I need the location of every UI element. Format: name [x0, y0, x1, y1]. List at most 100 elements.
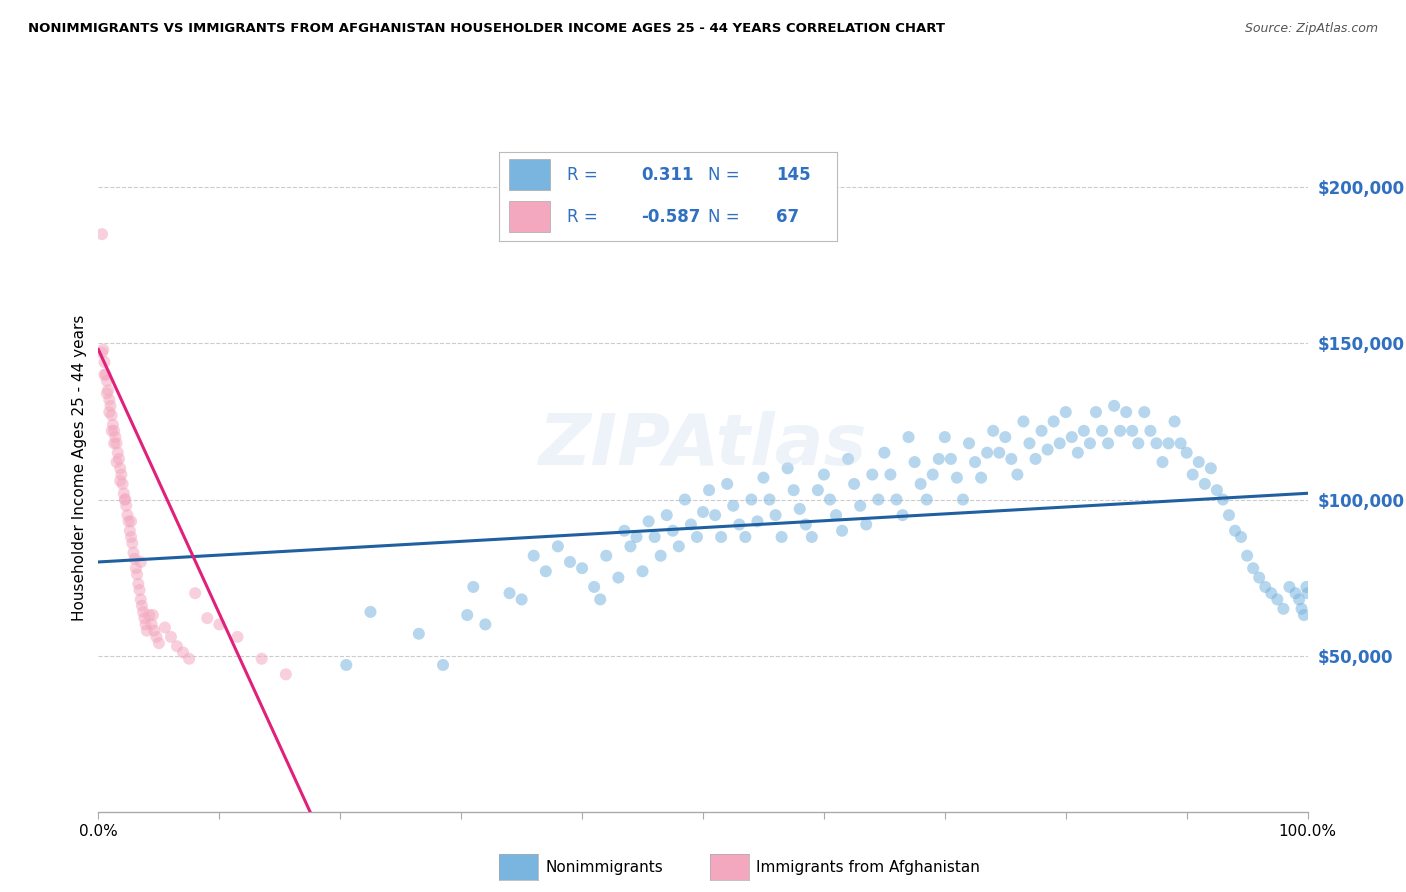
Point — [583, 580, 606, 594]
Point — [897, 430, 920, 444]
Point — [105, 455, 128, 469]
Point — [770, 530, 793, 544]
Text: R =: R = — [567, 166, 603, 184]
Point — [134, 611, 156, 625]
Point — [98, 405, 121, 419]
Y-axis label: Householder Income Ages 25 - 44 years: Householder Income Ages 25 - 44 years — [72, 315, 87, 622]
Point — [1128, 436, 1150, 450]
Point — [976, 445, 998, 460]
Point — [1188, 455, 1211, 469]
Point — [96, 374, 118, 388]
Point — [1260, 586, 1282, 600]
Point — [107, 445, 129, 460]
Point — [794, 517, 817, 532]
Point — [837, 451, 859, 466]
Point — [994, 430, 1017, 444]
Point — [93, 355, 115, 369]
Point — [921, 467, 943, 482]
Point — [558, 555, 581, 569]
Point — [132, 605, 155, 619]
Point — [1230, 530, 1253, 544]
Point — [782, 483, 804, 498]
Point — [740, 492, 762, 507]
Point — [758, 492, 780, 507]
Point — [1284, 586, 1306, 600]
Point — [571, 561, 593, 575]
Point — [1157, 436, 1180, 450]
Point — [510, 592, 533, 607]
Point — [120, 514, 142, 528]
Point — [965, 455, 987, 469]
Point — [498, 586, 520, 600]
Point — [752, 470, 775, 484]
Point — [1042, 414, 1064, 429]
Point — [208, 617, 231, 632]
Point — [692, 505, 714, 519]
Text: NONIMMIGRANTS VS IMMIGRANTS FROM AFGHANISTAN HOUSEHOLDER INCOME AGES 25 - 44 YEA: NONIMMIGRANTS VS IMMIGRANTS FROM AFGHANI… — [28, 22, 945, 36]
Point — [1212, 492, 1234, 507]
Point — [1115, 405, 1137, 419]
Point — [939, 451, 962, 466]
Point — [177, 651, 201, 665]
Point — [952, 492, 974, 507]
Point — [789, 501, 811, 516]
Point — [166, 639, 188, 653]
Point — [650, 549, 672, 563]
Point — [100, 409, 122, 423]
Point — [131, 599, 153, 613]
Point — [1291, 601, 1313, 615]
Point — [825, 508, 848, 523]
Point — [934, 430, 956, 444]
Point — [679, 517, 702, 532]
Point — [114, 492, 136, 507]
Point — [1163, 414, 1185, 429]
Point — [103, 436, 125, 450]
Point — [108, 461, 131, 475]
Point — [818, 492, 841, 507]
Point — [117, 508, 139, 523]
Point — [118, 524, 141, 538]
Point — [1272, 601, 1295, 615]
Point — [1109, 424, 1132, 438]
Point — [91, 227, 114, 241]
Point — [1007, 467, 1029, 482]
Point — [1152, 455, 1174, 469]
Point — [91, 343, 114, 357]
Point — [1295, 580, 1317, 594]
Point — [125, 561, 148, 575]
Point — [1139, 424, 1161, 438]
Point — [1181, 467, 1204, 482]
Point — [124, 551, 146, 566]
Point — [723, 499, 745, 513]
Point — [1018, 436, 1040, 450]
Point — [143, 624, 166, 638]
Point — [1218, 508, 1240, 523]
Point — [1054, 405, 1077, 419]
Point — [915, 492, 938, 507]
Point — [172, 646, 194, 660]
Point — [728, 517, 751, 532]
Point — [114, 492, 136, 507]
Point — [115, 499, 138, 513]
Point — [928, 451, 950, 466]
Text: Immigrants from Afghanistan: Immigrants from Afghanistan — [756, 860, 980, 874]
Point — [981, 424, 1004, 438]
Point — [626, 530, 648, 544]
Point — [879, 467, 901, 482]
Point — [128, 583, 150, 598]
Point — [142, 608, 165, 623]
Point — [891, 508, 914, 523]
Point — [1170, 436, 1192, 450]
Point — [138, 608, 160, 623]
Text: -0.587: -0.587 — [641, 208, 700, 226]
Point — [108, 451, 131, 466]
Point — [103, 424, 125, 438]
Point — [1067, 445, 1090, 460]
Point — [776, 461, 799, 475]
Point — [1199, 461, 1222, 475]
Point — [613, 524, 636, 538]
Point — [360, 605, 382, 619]
Point — [1133, 405, 1156, 419]
Point — [127, 567, 149, 582]
Point — [226, 630, 249, 644]
